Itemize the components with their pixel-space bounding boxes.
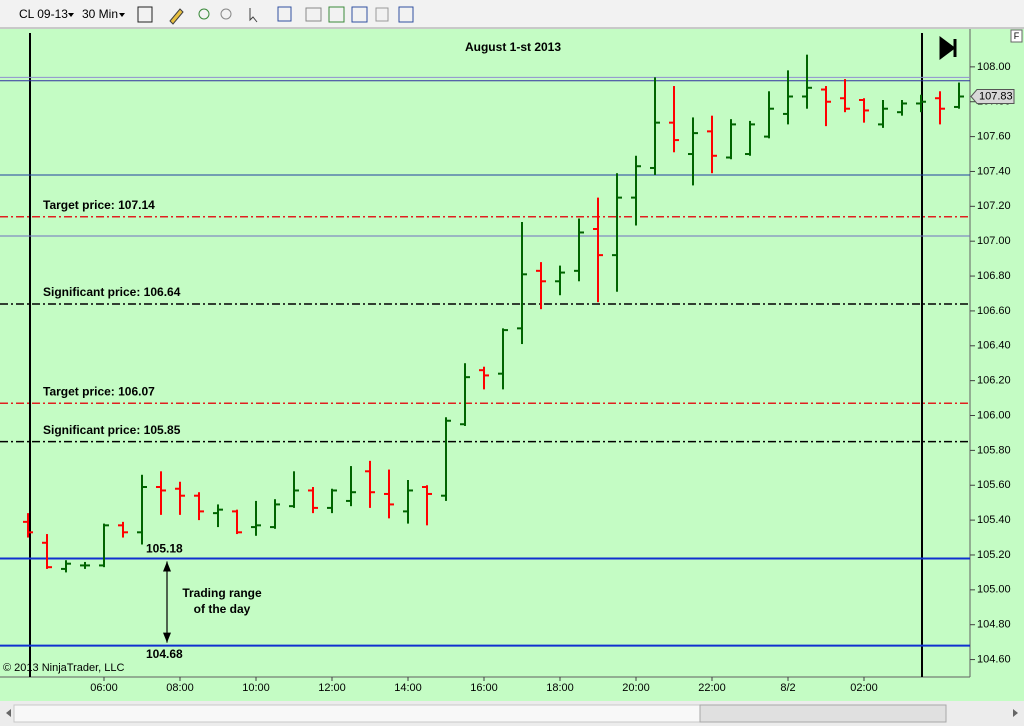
scroll-to-end-button[interactable] bbox=[939, 36, 957, 60]
last-price-tag bbox=[970, 89, 1015, 104]
y-tick-label: 107.60 bbox=[977, 131, 1011, 143]
x-tick-label: 08:00 bbox=[166, 682, 194, 694]
interval-selector[interactable]: 30 Min bbox=[82, 7, 118, 21]
instrument-selector[interactable]: CL 09-13 bbox=[19, 7, 68, 21]
pencil-icon[interactable] bbox=[169, 8, 184, 25]
doc-icon[interactable] bbox=[375, 7, 389, 22]
price-line-label: 105.18 bbox=[146, 542, 183, 556]
copyright: © 2013 NinjaTrader, LLC bbox=[3, 662, 124, 674]
chart-icon[interactable] bbox=[328, 6, 345, 23]
x-tick-label: 14:00 bbox=[394, 682, 422, 694]
y-tick-label: 105.40 bbox=[977, 514, 1011, 526]
x-tick-label: 02:00 bbox=[850, 682, 878, 694]
x-tick-label: 22:00 bbox=[698, 682, 726, 694]
zoom-out-icon[interactable] bbox=[220, 8, 232, 20]
arrow-head bbox=[163, 561, 171, 643]
axis-flag[interactable]: F bbox=[1014, 31, 1020, 41]
x-tick-label: 20:00 bbox=[622, 682, 650, 694]
axis-flag-box[interactable] bbox=[1010, 29, 1023, 43]
last-price-label: 107.83 bbox=[979, 90, 1013, 102]
cursor-icon[interactable] bbox=[249, 8, 258, 23]
y-tick-label: 107.40 bbox=[977, 165, 1011, 177]
y-tick-label: 107.20 bbox=[977, 200, 1011, 212]
price-line-label: Significant price: 105.85 bbox=[43, 423, 181, 437]
range-note: Trading range bbox=[182, 586, 262, 600]
price-line-label: Significant price: 106.64 bbox=[43, 285, 181, 299]
y-tick-label: 106.20 bbox=[977, 375, 1011, 387]
bars-icon[interactable] bbox=[137, 6, 153, 23]
zoom-in-icon[interactable] bbox=[198, 8, 210, 20]
y-tick-label: 106.00 bbox=[977, 409, 1011, 421]
scroll-thumb[interactable] bbox=[699, 704, 947, 723]
y-tick-label: 106.80 bbox=[977, 270, 1011, 282]
price-line-label: Target price: 106.07 bbox=[43, 384, 155, 398]
chart-background bbox=[0, 29, 1024, 701]
props-icon[interactable] bbox=[398, 6, 414, 23]
x-tick-label: 06:00 bbox=[90, 682, 118, 694]
price-line-label: 104.68 bbox=[146, 647, 183, 661]
x-tick-label: 8/2 bbox=[780, 682, 795, 694]
y-tick-label: 104.60 bbox=[977, 653, 1011, 665]
y-tick-label: 104.80 bbox=[977, 619, 1011, 631]
x-tick-label: 18:00 bbox=[546, 682, 574, 694]
x-tick-label: 12:00 bbox=[318, 682, 346, 694]
y-tick-label: 105.60 bbox=[977, 479, 1011, 491]
toolbar-icons[interactable] bbox=[137, 6, 414, 25]
search-icon[interactable] bbox=[277, 6, 292, 22]
y-tick-label: 108.00 bbox=[977, 61, 1011, 73]
price-line-label: Target price: 107.14 bbox=[43, 198, 155, 212]
x-tick-label: 10:00 bbox=[242, 682, 270, 694]
x-tick-label: 16:00 bbox=[470, 682, 498, 694]
dropdown-arrow[interactable] bbox=[119, 13, 125, 17]
y-tick-label: 106.60 bbox=[977, 305, 1011, 317]
range-note: of the day bbox=[194, 602, 251, 616]
y-tick-label: 105.00 bbox=[977, 584, 1011, 596]
dropdown-arrow[interactable] bbox=[68, 13, 74, 17]
y-tick-label: 105.20 bbox=[977, 549, 1011, 561]
data-icon[interactable] bbox=[351, 6, 368, 23]
chart-title: August 1-st 2013 bbox=[465, 40, 561, 54]
y-tick-label: 106.40 bbox=[977, 340, 1011, 352]
y-tick-label: 105.80 bbox=[977, 444, 1011, 456]
tool-icon[interactable] bbox=[305, 7, 322, 22]
scroll-track[interactable] bbox=[13, 704, 701, 723]
y-tick-label: 107.00 bbox=[977, 235, 1011, 247]
toolbar bbox=[0, 0, 1024, 28]
